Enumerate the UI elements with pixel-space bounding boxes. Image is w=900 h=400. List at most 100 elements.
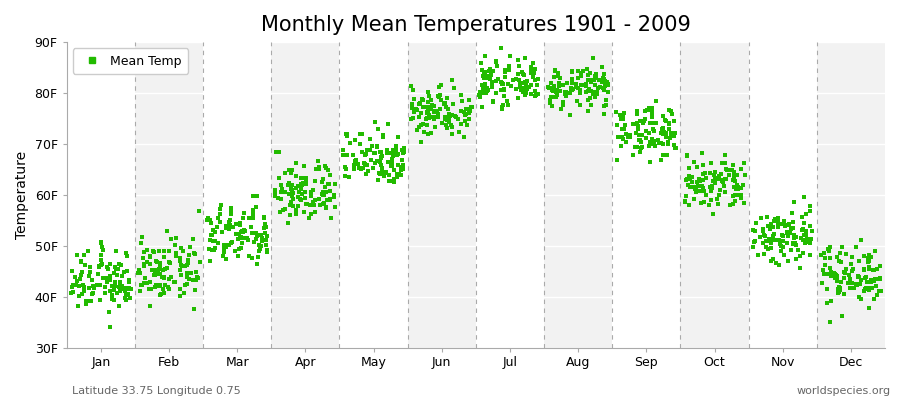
Point bbox=[746, 239, 760, 246]
Point bbox=[211, 240, 225, 246]
Point bbox=[858, 286, 872, 292]
Point bbox=[629, 130, 643, 136]
Point bbox=[550, 92, 564, 98]
Point bbox=[222, 217, 237, 223]
Point bbox=[385, 163, 400, 169]
Point bbox=[632, 137, 646, 144]
Point bbox=[380, 147, 394, 153]
Point bbox=[232, 230, 247, 237]
Point bbox=[423, 104, 437, 111]
Point bbox=[615, 115, 629, 122]
Point bbox=[374, 154, 388, 160]
Point bbox=[762, 226, 777, 232]
Point bbox=[558, 88, 572, 95]
Point bbox=[498, 69, 512, 75]
Point bbox=[494, 45, 508, 52]
Point bbox=[375, 132, 390, 138]
Point bbox=[95, 275, 110, 282]
Point bbox=[772, 262, 787, 268]
Point bbox=[105, 296, 120, 302]
Point bbox=[644, 109, 659, 116]
Point bbox=[586, 55, 600, 61]
Point bbox=[861, 255, 876, 261]
Point bbox=[803, 240, 817, 246]
Point bbox=[234, 229, 248, 236]
Point bbox=[864, 254, 878, 260]
Point bbox=[422, 112, 436, 118]
Point bbox=[437, 116, 452, 122]
Point bbox=[444, 112, 458, 118]
Point bbox=[645, 104, 660, 111]
Point bbox=[223, 210, 238, 217]
Point bbox=[338, 131, 353, 137]
Point bbox=[339, 152, 354, 158]
Point bbox=[726, 193, 741, 199]
Point bbox=[308, 197, 322, 203]
Point bbox=[375, 165, 390, 172]
Point bbox=[324, 215, 338, 222]
Point bbox=[860, 259, 875, 266]
Point bbox=[260, 233, 274, 240]
Point bbox=[719, 167, 733, 173]
Point bbox=[373, 149, 387, 156]
Point bbox=[85, 277, 99, 284]
Point bbox=[157, 275, 171, 281]
Point bbox=[852, 281, 867, 287]
Point bbox=[412, 101, 427, 108]
Point bbox=[511, 57, 526, 63]
Point bbox=[149, 258, 164, 265]
Point bbox=[109, 248, 123, 254]
Point bbox=[520, 85, 535, 92]
Point bbox=[581, 97, 596, 103]
Point bbox=[102, 308, 116, 315]
Point bbox=[200, 217, 214, 223]
Point bbox=[255, 238, 269, 245]
Point bbox=[780, 229, 795, 236]
Point bbox=[78, 298, 93, 304]
Point bbox=[753, 215, 768, 222]
Point bbox=[406, 115, 420, 122]
Point bbox=[230, 236, 245, 242]
Point bbox=[285, 167, 300, 173]
Point bbox=[680, 152, 695, 158]
Point bbox=[767, 231, 781, 238]
Point bbox=[766, 224, 780, 230]
Point bbox=[298, 195, 312, 201]
Point bbox=[828, 271, 842, 277]
Point bbox=[423, 114, 437, 120]
Point bbox=[866, 267, 880, 274]
Point bbox=[257, 225, 272, 232]
Point bbox=[518, 55, 532, 61]
Point bbox=[798, 240, 813, 246]
Point bbox=[213, 219, 228, 226]
Point bbox=[107, 270, 122, 276]
Point bbox=[226, 224, 240, 231]
Point bbox=[81, 248, 95, 254]
Point bbox=[360, 162, 374, 168]
Point bbox=[76, 282, 90, 289]
Bar bbox=[612, 42, 680, 348]
Point bbox=[317, 200, 331, 206]
Point bbox=[294, 182, 309, 189]
Point bbox=[230, 253, 245, 260]
Point bbox=[696, 185, 710, 192]
Point bbox=[680, 176, 695, 182]
Point bbox=[500, 98, 514, 104]
Point bbox=[796, 220, 811, 226]
Point bbox=[395, 157, 410, 164]
Point bbox=[210, 224, 224, 230]
Point bbox=[504, 83, 518, 90]
Point bbox=[107, 282, 122, 289]
Point bbox=[501, 67, 516, 74]
Point bbox=[593, 84, 608, 90]
Point bbox=[814, 252, 828, 258]
Point bbox=[234, 245, 248, 251]
Point bbox=[635, 120, 650, 126]
Point bbox=[698, 170, 712, 176]
Point bbox=[772, 236, 787, 243]
Point bbox=[526, 74, 540, 80]
Point bbox=[793, 264, 807, 271]
Point bbox=[146, 248, 160, 254]
Point bbox=[273, 208, 287, 215]
Point bbox=[614, 143, 628, 150]
